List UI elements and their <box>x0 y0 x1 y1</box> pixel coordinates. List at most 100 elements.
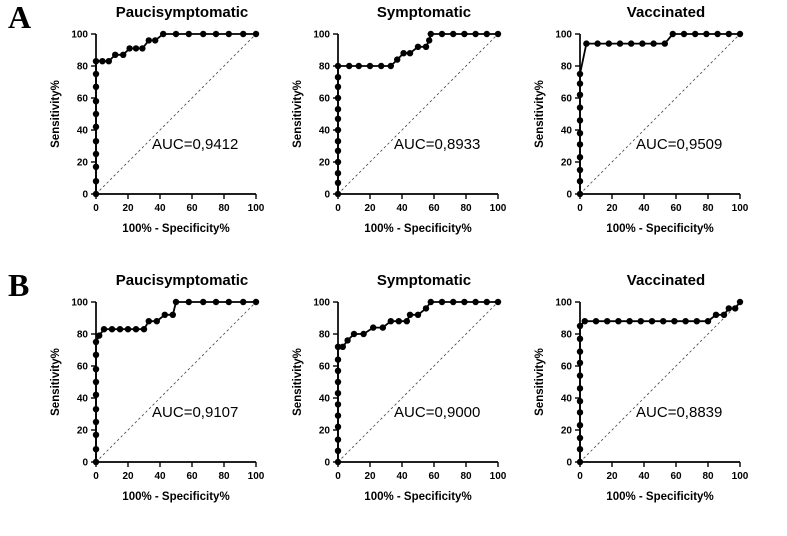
roc-point <box>400 50 407 57</box>
y-tick-label: 60 <box>77 362 89 373</box>
roc-point <box>576 446 584 453</box>
roc-point <box>576 385 584 392</box>
roc-point <box>92 110 100 118</box>
x-tick-label: 0 <box>93 203 99 214</box>
roc-point <box>240 298 247 306</box>
roc-point <box>714 30 721 38</box>
panel-title-a-vaccinated: Vaccinated <box>626 4 706 21</box>
x-tick-label: 80 <box>460 471 472 482</box>
roc-point <box>592 318 600 325</box>
roc-point <box>576 335 584 342</box>
x-tick-label: 0 <box>577 471 583 482</box>
roc-point <box>172 30 180 38</box>
roc-point <box>403 318 410 325</box>
x-tick-label: 20 <box>122 471 134 482</box>
x-tick-label: 0 <box>335 203 341 214</box>
roc-point <box>334 367 342 374</box>
roc-point <box>725 30 732 38</box>
panel-title-b-symptomatic: Symptomatic <box>376 272 472 289</box>
y-tick-label: 80 <box>561 330 573 341</box>
x-tick-label: 100 <box>248 471 265 482</box>
panel-title-b-paucisymptomatic: Paucisymptomatic <box>115 272 249 289</box>
y-tick-label: 60 <box>561 94 573 105</box>
roc-point <box>379 324 386 331</box>
reference-diagonal <box>579 301 741 463</box>
roc-point <box>355 62 362 70</box>
roc-point <box>92 338 100 346</box>
roc-point <box>92 98 100 105</box>
roc-point <box>92 70 100 78</box>
y-tick-label: 40 <box>561 126 573 137</box>
roc-point <box>626 318 633 325</box>
roc-point <box>680 30 688 38</box>
roc-point <box>92 431 100 438</box>
reference-diagonal <box>337 301 499 463</box>
roc-point <box>370 324 377 331</box>
roc-point <box>426 37 433 44</box>
roc-point <box>576 434 584 442</box>
roc-point <box>240 30 247 38</box>
x-tick-label: 0 <box>577 203 583 214</box>
roc-point <box>692 30 699 38</box>
x-tick-label: 60 <box>670 471 682 482</box>
roc-point <box>366 62 374 70</box>
roc-point <box>92 446 100 453</box>
roc-point <box>604 318 611 325</box>
y-axis-label: Sensitivity% <box>292 348 304 416</box>
roc-point <box>161 311 168 318</box>
roc-point <box>92 391 100 398</box>
y-tick-label: 80 <box>561 62 573 73</box>
roc-point <box>712 311 720 318</box>
y-tick-label: 0 <box>566 190 572 201</box>
roc-point <box>92 123 100 130</box>
x-tick-label: 60 <box>428 471 440 482</box>
roc-point <box>334 115 342 123</box>
x-tick-label: 0 <box>335 471 341 482</box>
x-tick-label: 20 <box>606 203 618 214</box>
y-tick-label: 20 <box>561 158 573 169</box>
y-tick-label: 80 <box>319 62 331 73</box>
roc-point <box>472 298 479 306</box>
x-axis-label: 100% - Specificity% <box>364 223 471 235</box>
y-tick-label: 60 <box>319 362 331 373</box>
y-tick-label: 20 <box>77 158 89 169</box>
roc-point <box>92 138 100 145</box>
roc-point <box>92 366 100 373</box>
roc-point <box>576 422 584 429</box>
roc-point <box>334 412 342 419</box>
panel-a-paucisymptomatic: Paucisymptomatic 0 20 40 60 80 100 0 20 40 60 80 10… <box>46 2 280 268</box>
roc-point <box>116 326 124 333</box>
x-tick-label: 80 <box>218 471 230 482</box>
y-tick-label: 20 <box>77 426 89 437</box>
reference-diagonal <box>337 33 499 195</box>
x-axis-label: 100% - Specificity% <box>606 491 713 503</box>
roc-point <box>334 106 342 113</box>
x-tick-label: 80 <box>702 471 714 482</box>
roc-point <box>126 45 133 52</box>
roc-point <box>406 50 414 57</box>
roc-point <box>132 326 140 333</box>
roc-point <box>344 337 351 344</box>
roc-point <box>350 330 358 338</box>
reference-diagonal <box>95 33 257 195</box>
x-tick-label: 40 <box>154 203 166 214</box>
y-tick-label: 40 <box>319 126 331 137</box>
auc-label: AUC=0,9000 <box>394 404 480 421</box>
roc-point <box>720 311 728 318</box>
roc-point <box>576 91 584 99</box>
roc-point <box>427 298 434 306</box>
auc-label: AUC=0,8839 <box>636 404 722 421</box>
roc-point <box>334 458 342 466</box>
x-tick-label: 80 <box>702 203 714 214</box>
y-tick-label: 100 <box>555 298 572 309</box>
roc-point <box>414 311 422 318</box>
roc-point <box>225 298 232 306</box>
roc-point <box>387 62 394 70</box>
x-tick-label: 20 <box>122 203 134 214</box>
roc-point <box>152 37 159 44</box>
y-tick-label: 0 <box>566 458 572 469</box>
roc-point <box>139 45 146 52</box>
roc-chart-a-symptomatic: 0 20 40 60 80 100 0 20 40 60 80 100 AUC=0,8933 100% -… <box>292 30 507 236</box>
roc-point <box>660 318 667 325</box>
y-tick-label: 0 <box>82 190 88 201</box>
